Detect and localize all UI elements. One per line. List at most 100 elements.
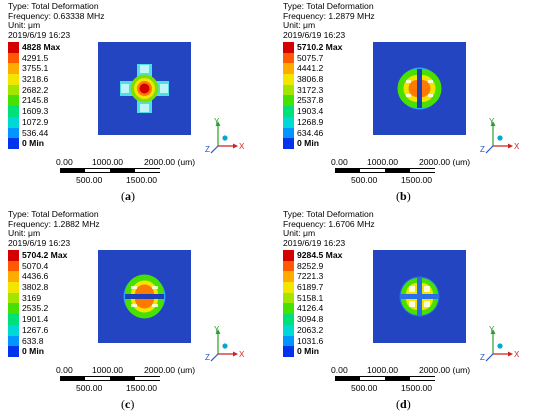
scale-tick-label: 1500.00 [126, 383, 158, 393]
legend-swatch [8, 292, 19, 304]
deformation-contour [120, 64, 169, 113]
electrode-pad [409, 286, 415, 292]
z-axis-label: Z [480, 145, 485, 154]
color-legend: 5710.2 Max 5075.7 4441.2 3806.8 3172.3 2… [283, 42, 343, 149]
scale-tick-label: 500.00 [351, 383, 378, 393]
deformation-contour [397, 67, 442, 110]
y-axis-label: Y [489, 326, 495, 334]
legend-swatch [8, 303, 19, 315]
y-axis-arrow [215, 329, 221, 334]
deformation-contour [123, 274, 166, 319]
result-header: Type: Total Deformation Frequency: 1.670… [283, 209, 375, 248]
scale-tick-label: 2000.00 (um) [144, 365, 196, 375]
legend-label: 633.8 [22, 335, 44, 346]
legend-swatch [283, 335, 294, 347]
scale-tick-label: 1500.00 [126, 175, 158, 185]
z-axis-label: Z [205, 353, 210, 362]
legend-swatch [283, 324, 294, 336]
scale-segment [85, 376, 110, 381]
x-axis-arrow [508, 351, 513, 357]
panel-caption: (c) [121, 397, 135, 411]
panel-letter: a [125, 189, 131, 203]
y-axis-label: Y [214, 118, 220, 126]
legend-swatch [283, 292, 294, 304]
panel-caption: (a) [121, 189, 135, 203]
scale-bar: 0.00 1000.00 2000.00 (um) 500.00 1500.00 [331, 157, 487, 187]
legend-swatch [8, 84, 19, 96]
legend-swatch [8, 127, 19, 139]
scale-bar: 0.00 1000.00 2000.00 (um) 500.00 1500.00 [56, 157, 212, 187]
legend-swatch [8, 271, 19, 283]
scale-bar: 0.00 1000.00 2000.00 (um) 500.00 1500.00 [56, 365, 212, 395]
scale-tick-label: 1000.00 [367, 365, 399, 375]
coordinate-triad: Y X Z [204, 325, 245, 366]
legend-label: 0 Min [22, 346, 44, 357]
result-frequency: Frequency: 0.63338 MHz [8, 10, 105, 21]
legend-label: 0 Min [22, 138, 44, 149]
legend-swatch [283, 52, 294, 64]
scale-segment [410, 168, 435, 173]
x-axis-label: X [239, 350, 244, 359]
scale-segment [360, 168, 385, 173]
scale-segment [335, 376, 360, 381]
electrode-pad [121, 84, 129, 93]
mode-panel-c: Type: Total Deformation Frequency: 1.288… [0, 208, 275, 416]
legend-label: 2063.2 [297, 324, 324, 335]
legend-swatch [283, 74, 294, 85]
legend-swatch [283, 138, 294, 149]
electrode-pad [152, 304, 158, 307]
electrode-pad [140, 104, 149, 112]
legend-swatch [283, 250, 294, 261]
coordinate-triad: Y X Z [479, 325, 520, 366]
scale-segment [335, 168, 360, 173]
coordinate-triad: Y X Z [479, 117, 520, 158]
panel-caption: (b) [396, 189, 411, 203]
result-datetime: 2019/6/19 16:23 [283, 237, 346, 248]
y-axis-arrow [490, 329, 496, 334]
deformation-contour [399, 276, 440, 317]
scale-segment [110, 168, 135, 173]
electrode-pad [131, 304, 137, 307]
legend-label: 2145.8 [22, 95, 49, 106]
legend-swatch [8, 74, 19, 85]
scale-tick-label: 1000.00 [367, 157, 399, 167]
legend-label: 1901.4 [22, 314, 49, 325]
deformation-plot [373, 250, 466, 343]
result-unit: Unit: μm [283, 228, 316, 239]
electrode-pad [160, 84, 168, 93]
result-unit: Unit: μm [8, 228, 41, 239]
electrode-pad [406, 94, 411, 97]
deformation-plot [98, 250, 191, 343]
legend-label: 5075.7 [297, 52, 324, 63]
z-axis-label: Z [480, 353, 485, 362]
legend-label: 7221.3 [297, 271, 324, 282]
legend-swatch [8, 260, 19, 272]
legend-label: 536.44 [22, 127, 49, 138]
panel-letter: c [125, 397, 131, 411]
result-type: Type: Total Deformation [8, 1, 99, 11]
legend-label: 5070.4 [22, 260, 49, 271]
legend-label: 1072.9 [22, 116, 49, 127]
z-axis-line [210, 353, 219, 362]
scale-segment [85, 168, 110, 173]
legend-swatch [8, 106, 19, 117]
scale-segment [385, 168, 410, 173]
legend-label: 1903.4 [297, 106, 324, 117]
legend-swatch [283, 106, 294, 117]
legend-swatch [8, 314, 19, 325]
scale-segment [135, 168, 160, 173]
legend-swatch [8, 138, 19, 149]
color-legend: 5704.2 Max 5070.4 4436.6 3802.8 3169 253… [8, 250, 68, 357]
scale-tick-label: 1500.00 [401, 175, 433, 185]
legend-swatch [283, 95, 294, 107]
legend-label: 5158.1 [297, 292, 324, 303]
legend-label: 4436.6 [22, 271, 49, 282]
scale-tick-label: 1500.00 [401, 383, 433, 393]
mode-panel-a: Type: Total Deformation Frequency: 0.633… [0, 0, 275, 208]
legend-swatch [283, 260, 294, 272]
legend-swatch [283, 282, 294, 293]
legend-label: 6189.7 [297, 282, 324, 293]
legend-label: 5704.2 Max [22, 250, 68, 260]
legend-label: 3755.1 [22, 63, 49, 74]
legend-swatch [8, 282, 19, 293]
